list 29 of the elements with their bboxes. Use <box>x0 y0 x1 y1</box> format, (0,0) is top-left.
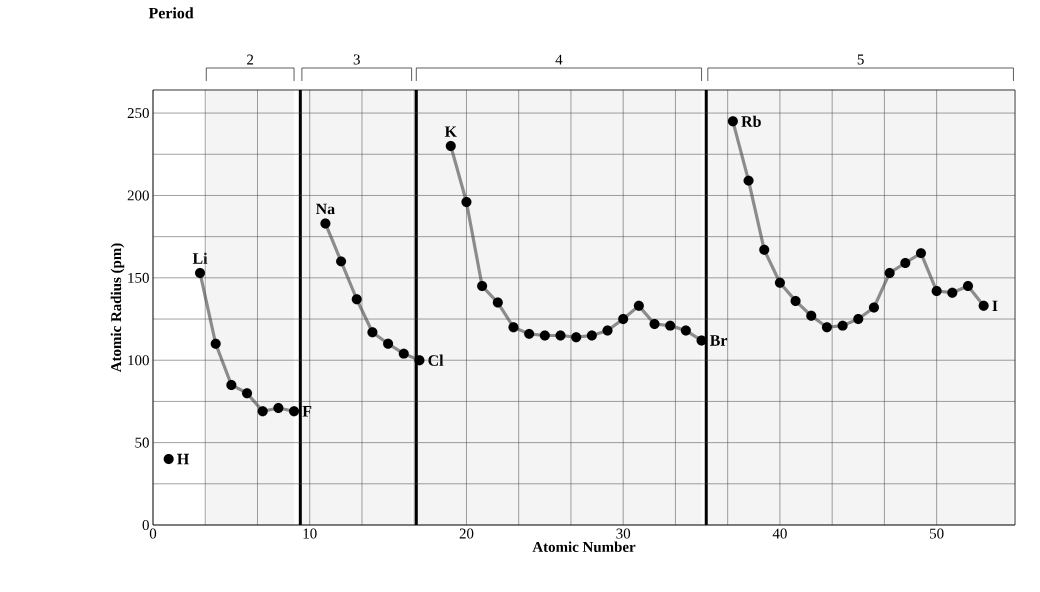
annotation: Li <box>192 252 208 264</box>
band-label: 3 <box>353 54 360 65</box>
band-label: 4 <box>555 54 563 65</box>
annotation: K <box>444 126 457 137</box>
band-label: 2 <box>247 54 254 65</box>
annotation: F <box>302 406 312 417</box>
y-tick-label: 0 <box>142 519 149 531</box>
x-tick-label: 0 <box>149 528 157 539</box>
y-tick-label: 50 <box>135 437 149 448</box>
annotation: Cl <box>428 354 444 366</box>
x-tick-label: 20 <box>459 528 474 539</box>
annotation: Br <box>710 335 728 346</box>
y-tick-label: 200 <box>127 190 149 201</box>
annotation: Na <box>315 203 335 215</box>
x-axis-title: Atomic Number <box>532 541 636 553</box>
x-tick-label: 50 <box>930 528 944 539</box>
x-tick-label: 10 <box>303 528 317 539</box>
y-tick-label: 150 <box>128 272 149 283</box>
annotation: I <box>992 300 998 312</box>
x-tick-label: 40 <box>772 528 787 539</box>
chart-title: Period <box>148 7 194 19</box>
x-tick-label: 30 <box>616 528 631 539</box>
point <box>163 454 174 465</box>
band-label: 5 <box>857 54 864 65</box>
y-tick-label: 100 <box>128 355 149 366</box>
annotation: H <box>177 453 189 465</box>
y-axis-title: Atomic Radius (pm) <box>110 243 125 373</box>
y-tick-label: 250 <box>127 108 149 119</box>
annotation: Rb <box>741 115 761 127</box>
